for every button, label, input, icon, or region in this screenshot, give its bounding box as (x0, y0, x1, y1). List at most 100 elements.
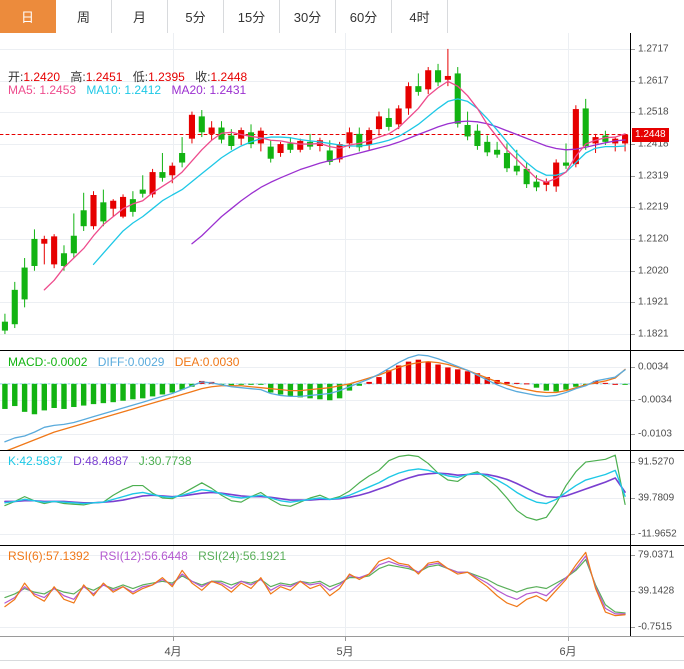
tab-day[interactable]: 日 (0, 0, 56, 34)
tab-month-label: 月 (132, 10, 146, 25)
macd-histogram-bar (12, 383, 18, 407)
high-label: 高: (70, 70, 86, 84)
macd-histogram-bar (2, 383, 8, 409)
axis-tick (631, 207, 635, 209)
vertical-gridline (568, 351, 569, 450)
candle (326, 140, 333, 166)
rsi-legend: RSI(6):57.1392 RSI(12):56.6448 RSI(24):5… (8, 549, 293, 563)
macd-histogram-bar (327, 383, 333, 401)
candle (395, 105, 402, 130)
kdj-d-value: D:48.4887 (73, 454, 129, 468)
kdj-legend: K:42.5837 D:48.4887 J:30.7738 (8, 454, 199, 468)
axis-tick (631, 591, 635, 593)
macd-histogram-bar (71, 383, 77, 408)
kdj-panel: 91.5270 39.7809 -11.9652 K:42.5837 D:48.48… (0, 451, 684, 545)
macd-histogram-bar (317, 383, 323, 400)
x-axis: 4月 5月 6月 (0, 637, 684, 669)
macd-histogram-bar (110, 383, 116, 403)
candle (592, 133, 599, 153)
axis-label: 0.0034 (638, 361, 669, 373)
ma-legend: MA5: 1.2453 MA10: 1.2412 MA20: 1.2431 (8, 83, 253, 97)
kdj-plot-area[interactable] (0, 451, 630, 545)
candle (503, 143, 511, 173)
tab-15min[interactable]: 15分 (224, 0, 280, 34)
gridline (0, 591, 630, 593)
vertical-gridline (568, 451, 569, 545)
tab-5min[interactable]: 5分 (168, 0, 224, 34)
candle (31, 229, 38, 271)
axis-label: 39.1428 (638, 585, 675, 597)
macd-histogram-bar (425, 361, 431, 384)
macd-plot-area[interactable] (0, 351, 630, 450)
macd-histogram-bar (622, 383, 628, 385)
candle (494, 141, 501, 158)
candle (110, 199, 117, 217)
kdj-axis: 91.5270 39.7809 -11.9652 (630, 451, 684, 545)
candle (346, 127, 353, 149)
macd-histogram-bar (504, 381, 510, 384)
axis-tick (631, 270, 635, 272)
macd-histogram-bar (612, 383, 618, 385)
macd-histogram-bar (258, 383, 264, 385)
tab-4hour[interactable]: 4时 (392, 0, 448, 34)
price-plot-area[interactable] (0, 33, 630, 350)
macd-histogram-bar (307, 383, 313, 399)
gridline (0, 400, 630, 402)
candle (484, 135, 491, 157)
candle (198, 110, 205, 138)
tab-60min[interactable]: 60分 (336, 0, 392, 34)
candle (21, 258, 28, 308)
macd-axis: 0.0034 -0.0034 -0.0103 (630, 351, 684, 450)
tab-month[interactable]: 月 (112, 0, 168, 34)
gridline (0, 48, 630, 50)
candle (474, 124, 481, 150)
ma10-legend: MA10: 1.2412 (86, 83, 162, 97)
x-axis-label: 6月 (559, 646, 577, 658)
vertical-gridline (345, 351, 346, 450)
macd-histogram-bar (553, 383, 559, 392)
macd-histogram-bar (445, 367, 451, 384)
macd-histogram-bar (533, 383, 540, 388)
macd-histogram-bar (514, 382, 520, 384)
candle (70, 213, 77, 259)
macd-legend: MACD:-0.0002 DIFF:0.0029 DEA:0.0030 (8, 355, 246, 369)
tab-30min[interactable]: 30分 (280, 0, 336, 34)
macd-diff-value: DIFF:0.0029 (97, 355, 165, 369)
gridline (0, 334, 630, 336)
candle (297, 138, 304, 153)
axis-tick (631, 144, 635, 146)
axis-label: 1.2617 (638, 75, 669, 87)
macd-histogram-bar (563, 383, 569, 390)
axis-tick (631, 334, 635, 336)
candle (149, 168, 156, 198)
macd-panel: 0.0034 -0.0034 -0.0103 MACD:-0.0002 DIFF:0… (0, 351, 684, 450)
macd-histogram-bar (228, 383, 235, 386)
axis-tick (631, 302, 635, 304)
macd-histogram-bar (464, 371, 471, 384)
macd-histogram-bar (169, 383, 175, 393)
macd-histogram-bar (61, 383, 67, 409)
macd-histogram-bar (405, 361, 412, 384)
axis-label: 1.2717 (638, 43, 669, 55)
x-axis-tick (568, 637, 569, 641)
candle (188, 111, 196, 144)
tab-week[interactable]: 周 (56, 0, 112, 34)
axis-tick (631, 80, 635, 82)
gridline (0, 302, 630, 304)
tab-5min-label: 5分 (185, 10, 206, 25)
tab-week-label: 周 (76, 10, 90, 25)
axis-label: 1.1921 (638, 296, 669, 308)
candle (60, 245, 68, 271)
tab-4hour-label: 4时 (409, 10, 430, 25)
ma20-legend: MA20: 1.2431 (171, 83, 247, 97)
macd-histogram-bar (51, 383, 57, 408)
rsi24-value: RSI(24):56.1921 (198, 549, 287, 563)
vertical-gridline (568, 546, 569, 636)
candle (375, 111, 383, 136)
gridline (0, 433, 630, 435)
candle (228, 129, 235, 150)
rsi-plot-area[interactable] (0, 546, 630, 636)
ma5-legend: MA5: 1.2453 (8, 83, 77, 97)
axis-tick (631, 462, 635, 464)
